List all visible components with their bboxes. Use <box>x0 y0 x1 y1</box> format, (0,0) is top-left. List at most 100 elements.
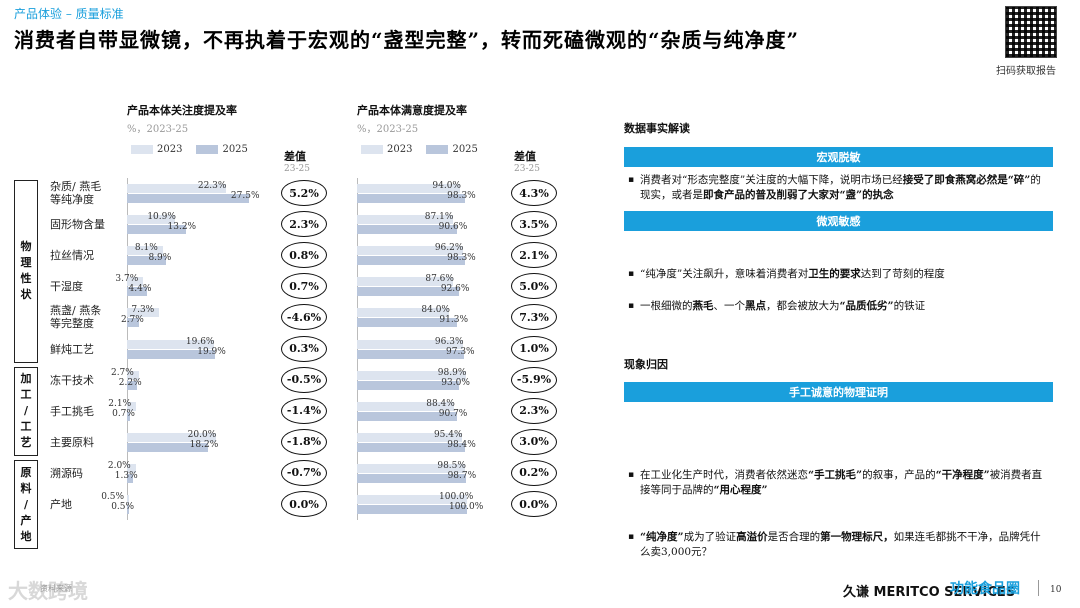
bar <box>127 349 216 359</box>
bar <box>357 215 453 225</box>
diff-badge: 5.2% <box>281 180 327 206</box>
bar <box>357 380 460 390</box>
emphasis-text: 高溢价 <box>736 531 768 543</box>
chart-legend: 2023 2025 <box>131 144 248 155</box>
diff-badge: -0.5% <box>281 366 327 393</box>
bar-value-label: 2.7% <box>120 315 144 326</box>
diff-badge: 0.0% <box>511 491 557 517</box>
bar <box>127 225 186 235</box>
qr-code-icon[interactable] <box>1005 6 1057 58</box>
bar <box>127 495 130 504</box>
bar-value-label: 4.4% <box>128 284 152 295</box>
diff-badge: -4.6% <box>281 304 327 331</box>
bullet-text: 达到了苛刻的程度 <box>860 268 945 280</box>
bar <box>357 411 457 421</box>
bar <box>127 380 137 390</box>
bar <box>127 463 136 473</box>
bar-value-label: 90.7% <box>438 408 468 419</box>
bar-value-label: 90.6% <box>438 222 468 233</box>
bar-value-label: 13.2% <box>167 222 197 233</box>
diff-badge: 1.0% <box>511 335 557 362</box>
bar-value-label: 98.4% <box>447 439 476 450</box>
emphasis-text: 燕毛 <box>692 300 714 312</box>
bar <box>357 184 461 193</box>
bar-value-label: 20.0% <box>187 429 217 440</box>
bar-value-label: 8.1% <box>134 243 158 254</box>
group-label-char: 加 <box>20 372 32 386</box>
bar <box>127 473 133 483</box>
bar-value-label: 27.5% <box>230 191 260 201</box>
row-label: 固形物含量 <box>50 218 105 232</box>
bar-value-label: 3.7% <box>115 274 139 285</box>
row-label: 干湿度 <box>50 280 83 294</box>
row-label: 鲜炖工艺 <box>50 342 94 356</box>
insight-bullet: “纯净度”成为了验证高溢价是否合理的第一物理标尺，如果连毛都挑不干净，品牌凭什么… <box>628 530 1050 560</box>
bar-value-label: 7.3% <box>131 305 155 316</box>
emphasis-text: “手工挑毛” <box>808 469 863 481</box>
page-number: 10 <box>1050 585 1062 595</box>
legend-label: 2025 <box>222 144 248 155</box>
watermark: 大数跨境 <box>8 579 88 603</box>
diff-badge: 0.7% <box>281 273 327 300</box>
insight-bullet: 消费者对“形态完整度”关注度的大幅下降，说明市场已经接受了即食燕窝必然是“碎”的… <box>628 173 1050 203</box>
bar-value-label: 98.3% <box>447 253 476 264</box>
row-label: 燕盏/ 燕条 等完整度 <box>50 304 102 331</box>
group-label-char: 艺 <box>20 436 32 450</box>
bar <box>357 256 466 266</box>
source-note: 资料来源 <box>40 584 72 593</box>
diff-header: 差值 <box>514 150 536 163</box>
bar <box>127 442 208 452</box>
bar <box>127 401 137 411</box>
bullet-text: 、一个 <box>713 300 746 312</box>
bar-value-label: 2.1% <box>108 398 132 409</box>
bullet-text: 是否合理的 <box>767 531 821 543</box>
attribution-heading: 现象归因 <box>624 358 668 371</box>
group-label-char: / <box>23 497 29 511</box>
diff-badge: 2.1% <box>511 242 557 269</box>
legend-swatch <box>426 145 449 154</box>
bar <box>127 339 214 349</box>
bullet-text: ，都会被放大为 <box>766 300 840 312</box>
bar-value-label: 87.1% <box>424 212 454 223</box>
legend-label: 2023 <box>157 144 183 155</box>
insight-bullet: 一根细微的燕毛、一个黑点，都会被放大为“品质低劣”的铁证 <box>628 299 1050 314</box>
chart-legend: 2023 2025 <box>361 144 478 155</box>
bar-value-label: 22.3% <box>197 181 227 191</box>
chart-title: 产品本体关注度提及率 <box>127 104 237 117</box>
bar <box>357 287 459 297</box>
diff-badge: 2.3% <box>511 397 557 424</box>
bar-value-label: 92.6% <box>440 284 470 295</box>
insight-bullet: “纯净度”关注飙升，意味着消费者对卫生的要求达到了苛刻的程度 <box>628 267 1050 282</box>
bar-value-label: 88.4% <box>426 398 455 409</box>
diff-badge: 3.0% <box>511 428 557 455</box>
diff-badge: 4.3% <box>511 180 557 206</box>
row-label: 溯源码 <box>50 466 83 480</box>
bullet-text: 如果连毛都挑不干净，品牌凭什么卖3,000元？ <box>640 531 1041 558</box>
diff-badge: 0.3% <box>281 335 327 362</box>
bar <box>127 256 167 266</box>
group-label-char: 工 <box>20 388 32 402</box>
footer-divider <box>1038 580 1039 596</box>
bar <box>357 505 467 514</box>
group-label-char: 原 <box>20 465 32 479</box>
bar-value-label: 2.7% <box>110 367 134 378</box>
emphasis-text: 卫生的要求 <box>808 268 861 280</box>
bar <box>127 277 144 287</box>
bar <box>127 308 160 318</box>
emphasis-text: “干净程度” <box>935 469 990 481</box>
row-label: 主要原料 <box>50 435 94 449</box>
bar-value-label: 98.3% <box>447 191 476 201</box>
group-label-char: / <box>23 404 29 418</box>
bar <box>357 194 466 203</box>
bullet-text: 的现实，或者是 <box>640 174 1041 201</box>
group-box: 加工 / 工艺 <box>14 366 38 456</box>
row-label: 冻干技术 <box>50 373 94 387</box>
legend-swatch <box>131 145 153 154</box>
bar-value-label: 0.5% <box>111 502 135 512</box>
emphasis-text: 即食产品的普及削弱了大家对“盏”的执念 <box>703 189 894 201</box>
emphasis-text: 黑点 <box>745 300 766 312</box>
bar-value-label: 1.3% <box>114 470 138 481</box>
diff-badge: 0.0% <box>281 491 327 517</box>
qr-label: 扫码获取报告 <box>996 66 1056 77</box>
emphasis-text: 第一物理标尺， <box>820 531 894 543</box>
